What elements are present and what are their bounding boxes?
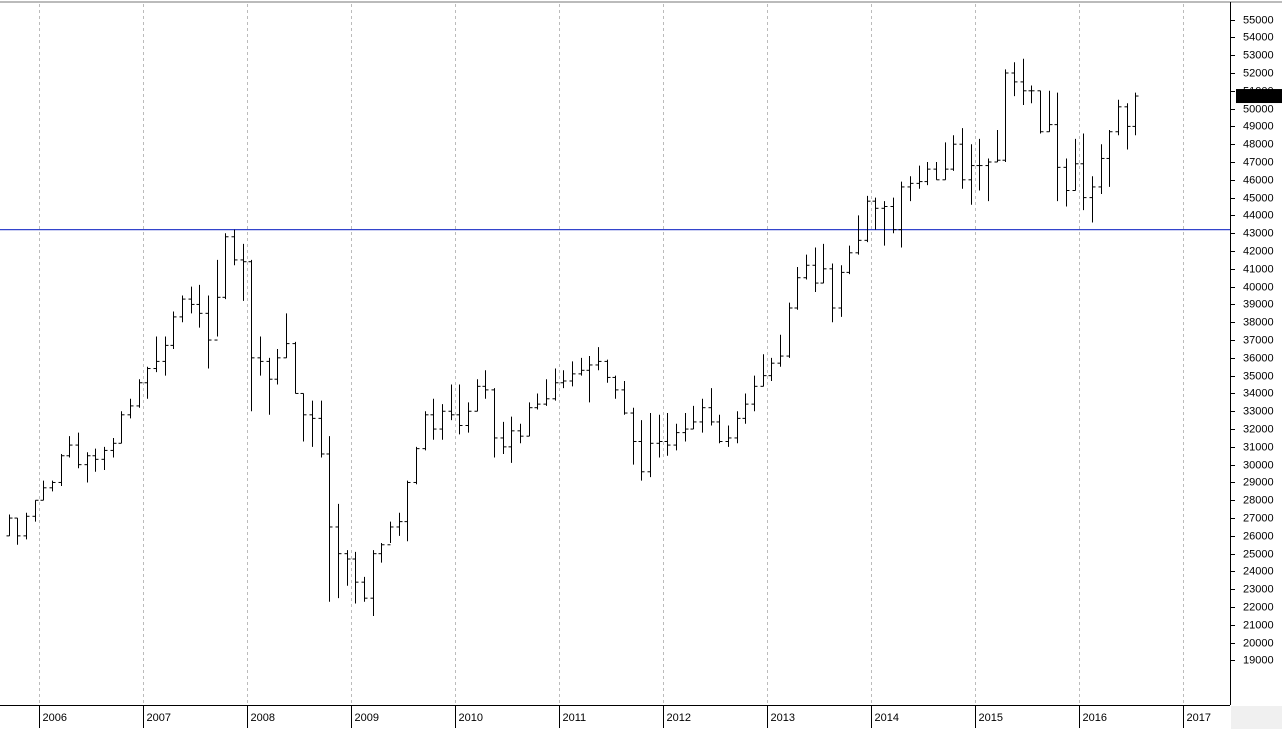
x-tick-label: 2007 (147, 712, 171, 724)
y-tick-label: 55000 (1243, 14, 1274, 26)
y-tick-label: 24000 (1243, 565, 1274, 577)
y-tick-label: 25000 (1243, 548, 1274, 560)
y-tick-label: 49000 (1243, 120, 1274, 132)
y-tick-label: 39000 (1243, 298, 1274, 310)
y-tick-label: 43000 (1243, 227, 1274, 239)
x-tick-label: 2013 (771, 712, 795, 724)
y-tick-label: 22000 (1243, 601, 1274, 613)
y-tick-label: 33000 (1243, 405, 1274, 417)
corner (1231, 706, 1282, 729)
y-tick-label: 38000 (1243, 316, 1274, 328)
y-tick-label: 26000 (1243, 530, 1274, 542)
y-tick-label: 36000 (1243, 352, 1274, 364)
y-tick-label: 29000 (1243, 476, 1274, 488)
y-tick-label: 20000 (1243, 637, 1274, 649)
y-tick-label: 42000 (1243, 245, 1274, 257)
y-tick-label: 40000 (1243, 281, 1274, 293)
y-tick-label: 44000 (1243, 209, 1274, 221)
y-tick-label: 19000 (1243, 654, 1274, 666)
x-tick-label: 2016 (1083, 712, 1107, 724)
y-tick-label: 28000 (1243, 494, 1274, 506)
y-tick-label: 21000 (1243, 619, 1274, 631)
y-tick-label: 45000 (1243, 192, 1274, 204)
x-tick-label: 2011 (563, 712, 587, 724)
y-tick-label: 35000 (1243, 370, 1274, 382)
y-tick-label: 47000 (1243, 156, 1274, 168)
x-tick-label: 2010 (459, 712, 483, 724)
x-tick-label: 2009 (355, 712, 379, 724)
x-tick-label: 2012 (667, 712, 691, 724)
last-price-box (1236, 89, 1282, 104)
y-tick-label: 50000 (1243, 103, 1274, 115)
last-price-label: 50705.87 (1238, 91, 1280, 102)
y-tick-label: 34000 (1243, 387, 1274, 399)
y-tick-label: 27000 (1243, 512, 1274, 524)
y-tick-label: 46000 (1243, 174, 1274, 186)
x-tick-label: 2015 (979, 712, 1003, 724)
y-tick-label: 30000 (1243, 459, 1274, 471)
y-tick-label: 31000 (1243, 441, 1274, 453)
y-tick-label: 52000 (1243, 67, 1274, 79)
y-tick-label: 37000 (1243, 334, 1274, 346)
y-tick-label: 32000 (1243, 423, 1274, 435)
x-tick-label: 2017 (1187, 712, 1211, 724)
y-tick-label: 48000 (1243, 138, 1274, 150)
y-tick-label: 53000 (1243, 49, 1274, 61)
y-tick-label: 54000 (1243, 31, 1274, 43)
x-tick-label: 2008 (251, 712, 275, 724)
y-tick-label: 41000 (1243, 263, 1274, 275)
x-tick-label: 2014 (875, 712, 899, 724)
x-tick-label: 2006 (43, 712, 67, 724)
y-tick-label: 23000 (1243, 583, 1274, 595)
